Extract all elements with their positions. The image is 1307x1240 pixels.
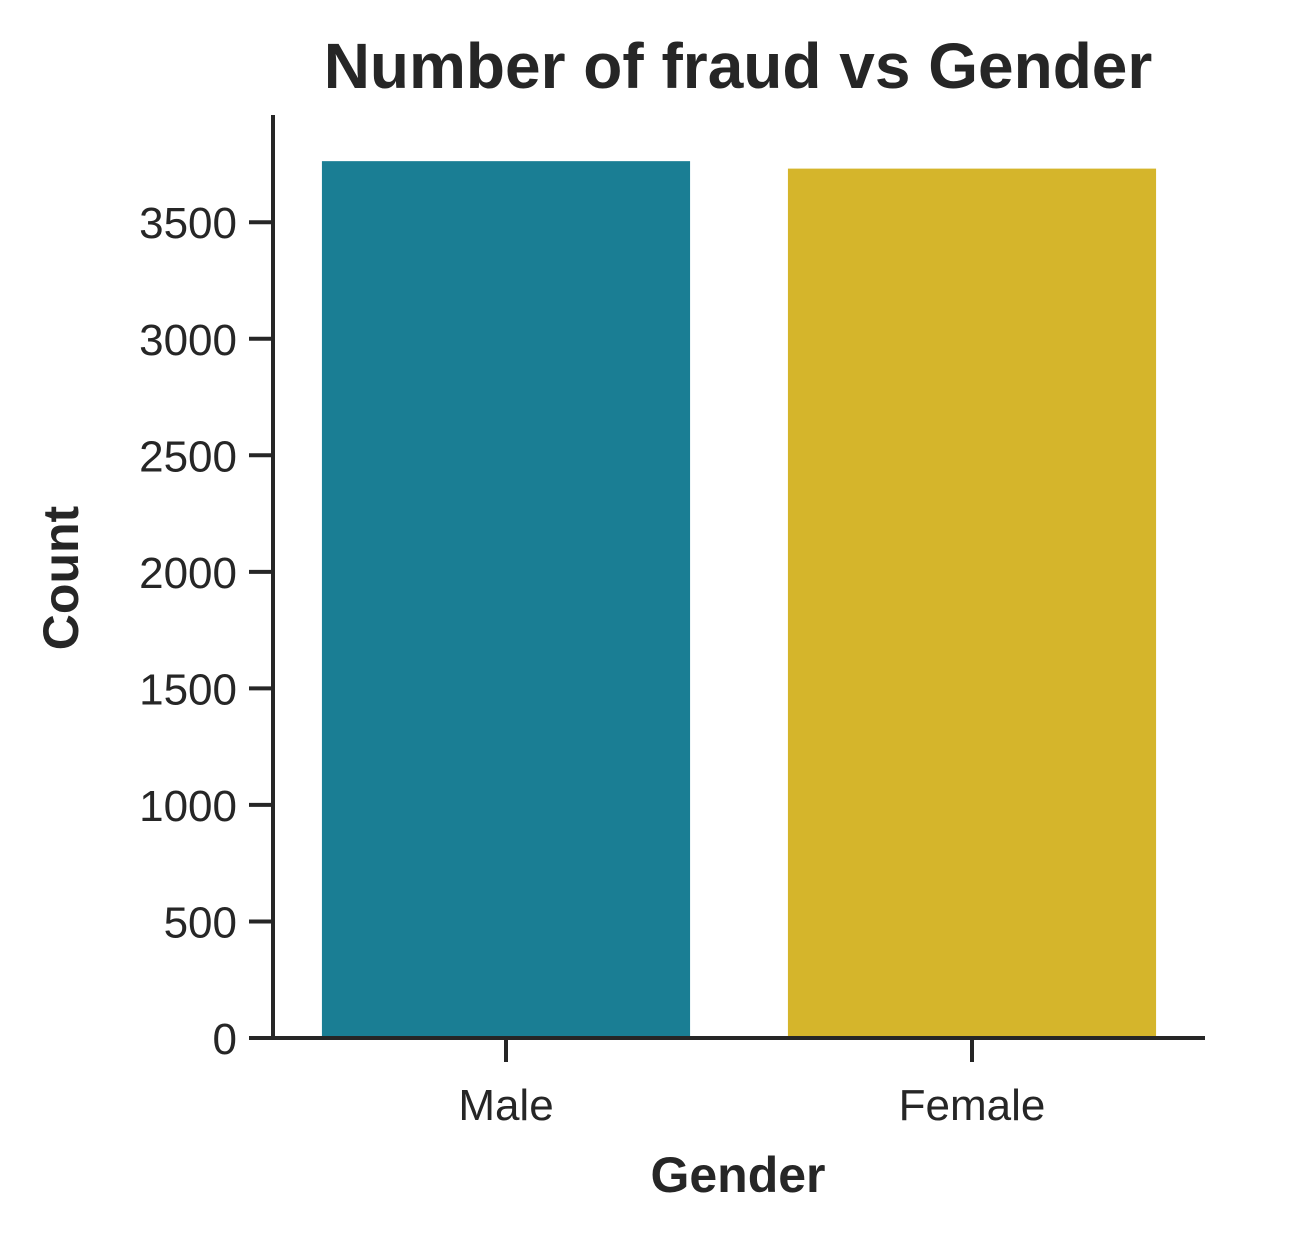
x-axis-label: Gender — [650, 1147, 825, 1203]
x-tick-label: Female — [899, 1081, 1046, 1130]
y-tick-label: 1000 — [139, 782, 237, 831]
axis-spines — [271, 115, 1205, 1040]
y-tick-label: 2500 — [139, 432, 237, 481]
y-tick-label: 1500 — [139, 665, 237, 714]
y-ticks-layer: 0 500 1000 1500 2000 2500 3000 3500 — [139, 199, 273, 1064]
y-tick-label: 0 — [213, 1015, 237, 1064]
y-tick-label: 2000 — [139, 549, 237, 598]
y-tick-label: 500 — [164, 898, 237, 947]
x-tick-label: Male — [458, 1081, 553, 1130]
bar-female — [787, 168, 1157, 1038]
x-ticks-layer: Male Female — [458, 1038, 1045, 1130]
y-axis-label: Count — [33, 505, 89, 650]
y-tick-label: 3500 — [139, 199, 237, 248]
y-tick-label: 3000 — [139, 316, 237, 365]
bar-male — [321, 161, 691, 1038]
bars-layer — [321, 161, 1157, 1038]
chart-title: Number of fraud vs Gender — [324, 30, 1153, 102]
